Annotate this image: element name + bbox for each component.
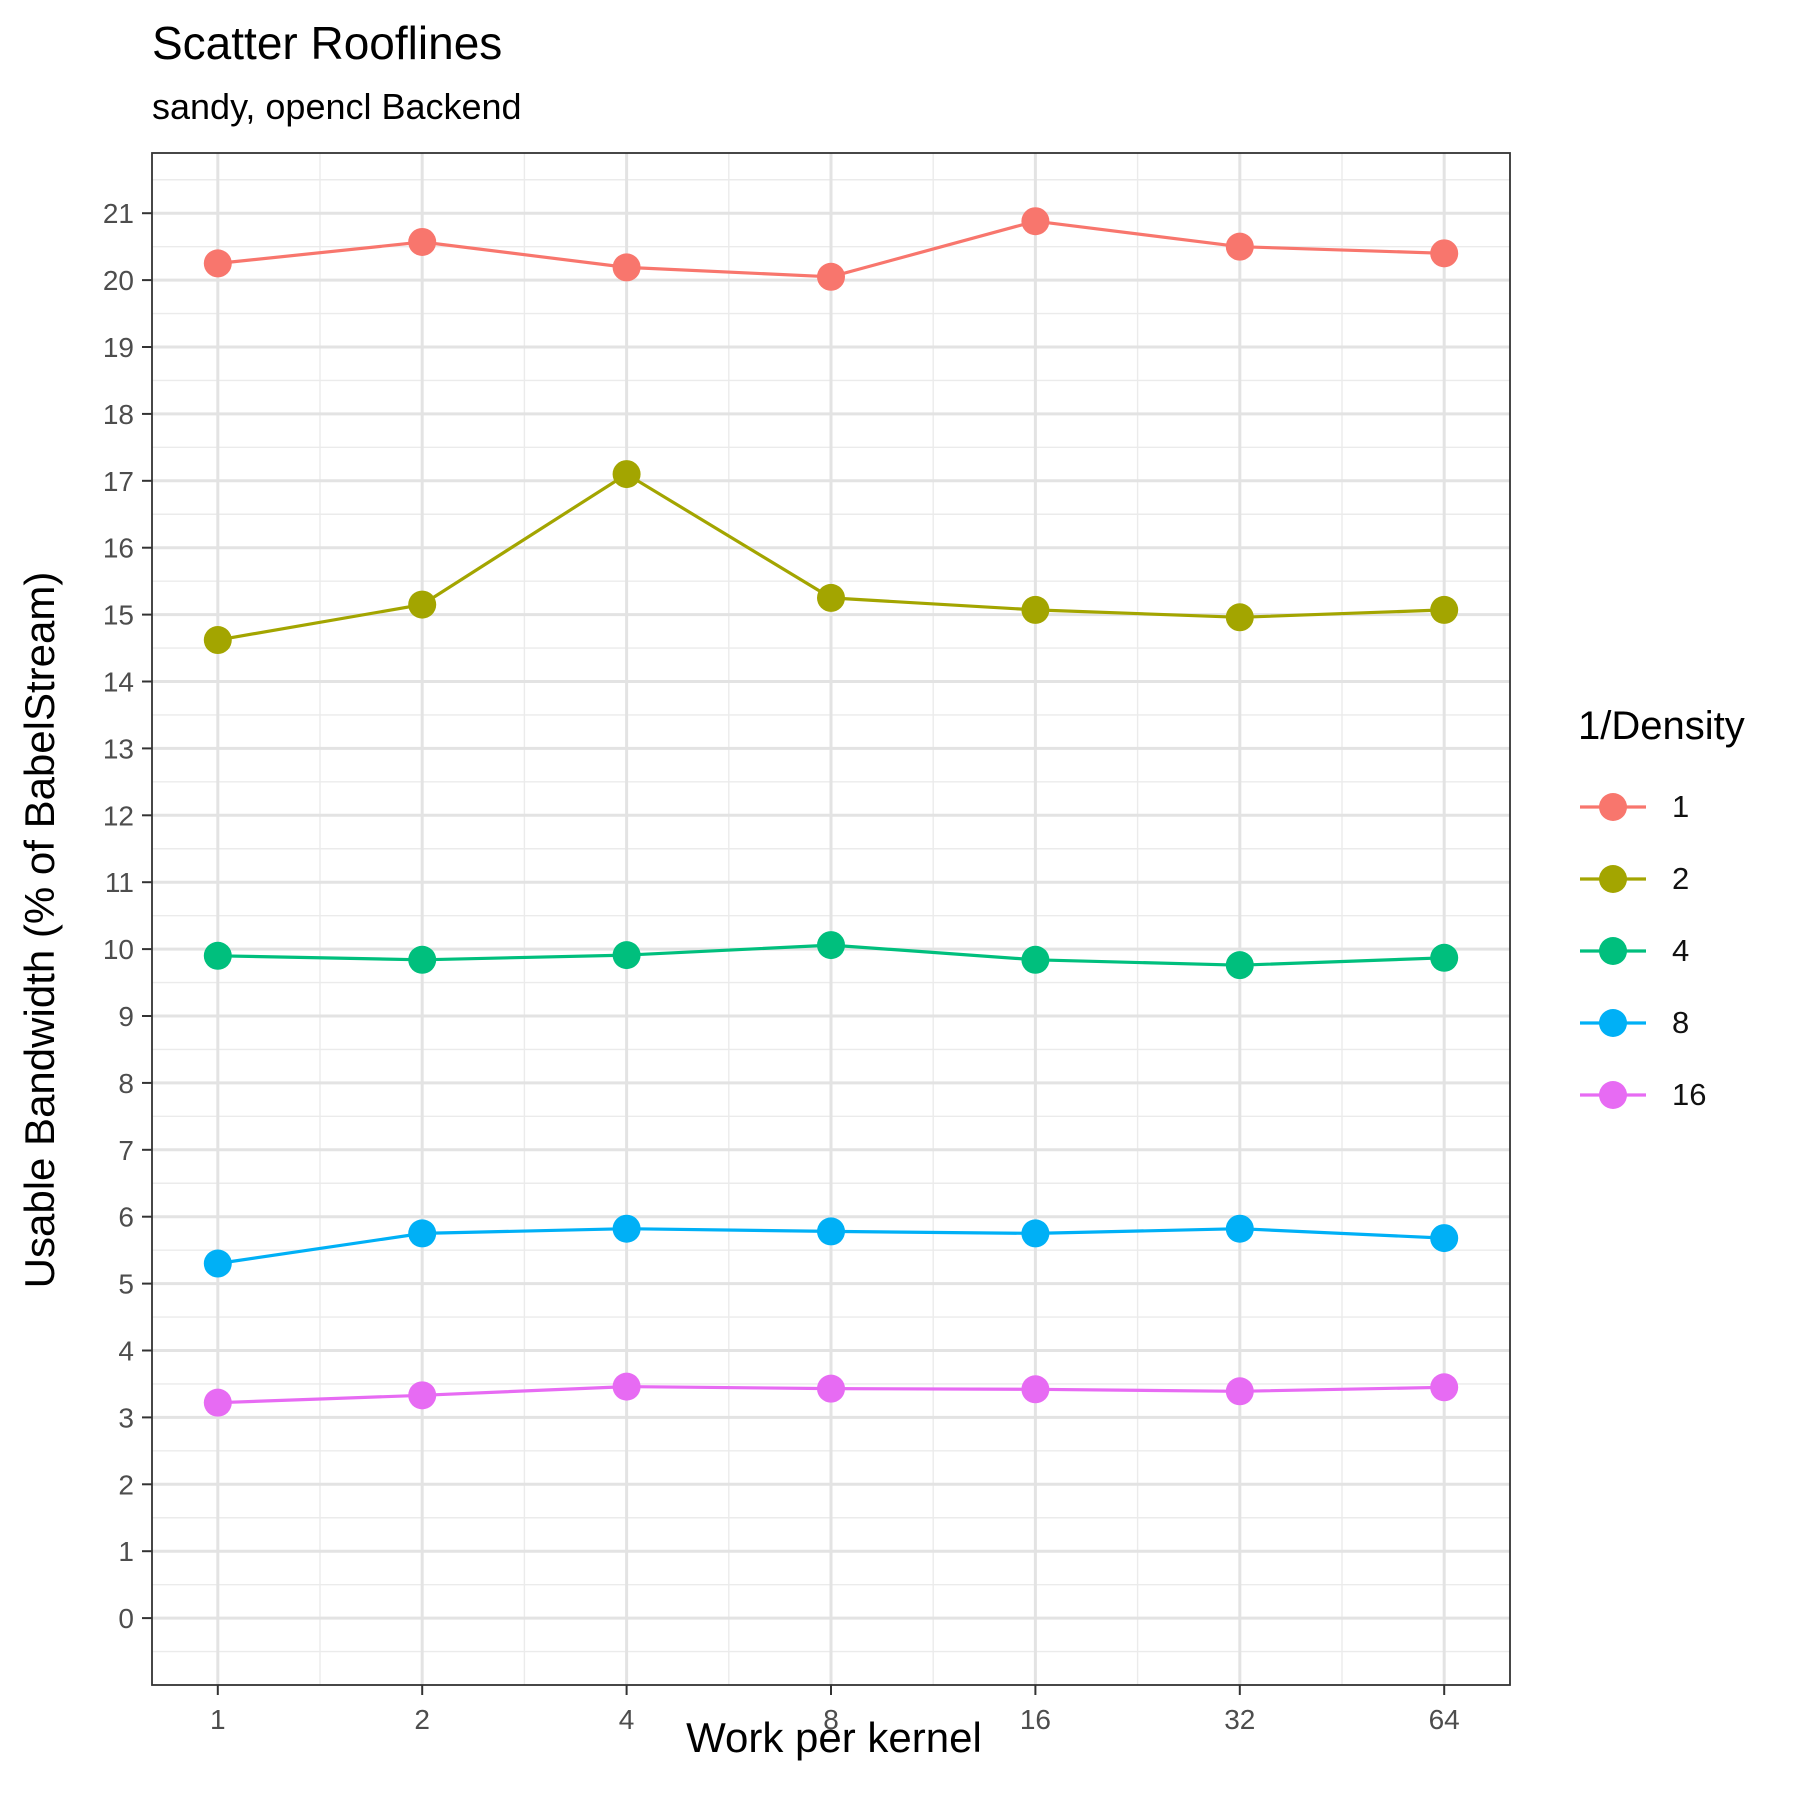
legend-item-4: 4 (1578, 915, 1778, 987)
data-point-4-2 (408, 945, 437, 974)
y-tick-label: 5 (118, 1269, 134, 1300)
chart-subtitle: sandy, opencl Backend (152, 86, 522, 127)
legend-item-16: 16 (1578, 1059, 1778, 1131)
data-point-2-32 (1225, 603, 1254, 632)
series-8 (203, 1214, 1459, 1278)
y-tick-label: 12 (103, 800, 134, 831)
x-tick-label: 64 (1429, 1704, 1460, 1735)
data-point-8-2 (408, 1219, 437, 1248)
data-point-4-1 (203, 941, 232, 970)
y-tick-label: 21 (103, 198, 134, 229)
series-layer (203, 207, 1459, 1417)
data-point-4-4 (612, 941, 641, 970)
data-point-1-2 (408, 227, 437, 256)
legend-title: 1/Density (1578, 704, 1745, 748)
data-point-2-16 (1021, 595, 1050, 624)
y-tick-label: 16 (103, 533, 134, 564)
y-tick-label: 8 (118, 1068, 134, 1099)
legend-label: 2 (1672, 861, 1690, 896)
series-2 (203, 460, 1459, 655)
y-tick-label: 9 (118, 1001, 134, 1032)
legend-key-1 (1580, 793, 1646, 821)
data-point-4-64 (1430, 943, 1459, 972)
data-point-1-64 (1430, 239, 1459, 268)
y-tick-label: 2 (118, 1469, 134, 1500)
series-16 (203, 1372, 1459, 1417)
data-point-1-8 (817, 262, 845, 291)
y-tick-label: 18 (103, 399, 134, 430)
x-tick-label: 2 (414, 1704, 430, 1735)
data-point-8-8 (817, 1217, 845, 1246)
data-point-4-16 (1021, 945, 1050, 974)
legend-label: 1 (1672, 789, 1690, 824)
legend-items: 1 2 4 8 16 (1578, 771, 1778, 1131)
legend-key-2 (1580, 865, 1646, 893)
y-tick-label: 10 (103, 934, 134, 965)
data-point-4-32 (1225, 951, 1254, 980)
x-tick-label: 1 (210, 1704, 226, 1735)
x-axis-title: Work per kernel (686, 1714, 982, 1761)
series-4 (203, 931, 1459, 980)
data-point-1-16 (1021, 207, 1050, 236)
chart-title: Scatter Rooflines (152, 17, 503, 69)
data-point-16-8 (817, 1374, 845, 1403)
major-gridlines (152, 153, 1510, 1685)
legend-item-1: 1 (1578, 771, 1778, 843)
y-tick-label: 7 (118, 1135, 134, 1166)
y-tick-label: 1 (118, 1536, 134, 1567)
y-tick-label: 17 (103, 466, 134, 497)
x-axis: 1 2 4 8 16 32 64 (210, 1685, 1460, 1735)
x-tick-label: 32 (1224, 1704, 1255, 1735)
data-point-16-1 (203, 1388, 232, 1417)
y-tick-label: 20 (103, 265, 134, 296)
y-tick-label: 11 (105, 867, 134, 898)
data-point-1-1 (203, 249, 232, 278)
data-point-16-32 (1225, 1377, 1254, 1406)
series-1 (203, 207, 1459, 291)
x-tick-label: 4 (619, 1704, 635, 1735)
data-point-2-8 (817, 583, 845, 612)
legend-label: 16 (1672, 1077, 1707, 1112)
data-point-16-64 (1430, 1373, 1459, 1402)
legend-item-8: 8 (1578, 987, 1778, 1059)
data-point-1-32 (1225, 232, 1254, 261)
x-tick-label: 16 (1020, 1704, 1051, 1735)
y-tick-label: 0 (118, 1603, 134, 1634)
x-tick-label: 8 (823, 1704, 839, 1735)
legend-label: 4 (1672, 933, 1690, 968)
data-point-4-8 (817, 931, 845, 960)
legend-label: 8 (1672, 1005, 1690, 1040)
data-point-8-64 (1430, 1224, 1459, 1253)
data-point-2-2 (408, 590, 437, 619)
legend-item-2: 2 (1578, 843, 1778, 915)
data-point-2-1 (203, 626, 232, 655)
data-point-2-64 (1430, 595, 1459, 624)
y-axis-title: Usable Bandwidth (% of BabelStream) (16, 571, 63, 1289)
data-point-16-16 (1021, 1375, 1050, 1404)
y-tick-label: 4 (118, 1336, 134, 1367)
y-tick-label: 19 (103, 332, 134, 363)
data-point-16-2 (408, 1381, 437, 1410)
y-tick-label: 13 (103, 733, 134, 764)
y-tick-label: 14 (103, 667, 134, 698)
data-point-1-4 (612, 253, 641, 282)
data-point-8-16 (1021, 1219, 1050, 1248)
data-point-8-4 (612, 1214, 641, 1243)
y-tick-label: 6 (118, 1202, 134, 1233)
data-point-16-4 (612, 1372, 641, 1401)
legend-key-16 (1580, 1081, 1646, 1109)
legend-key-4 (1580, 937, 1646, 965)
data-point-8-32 (1225, 1214, 1254, 1243)
data-point-2-4 (612, 460, 641, 489)
legend: 1/Density 1 2 4 8 16 (1578, 704, 1778, 1131)
data-point-8-1 (203, 1249, 232, 1278)
legend-key-8 (1580, 1009, 1646, 1037)
y-tick-label: 3 (118, 1402, 134, 1433)
y-tick-label: 15 (103, 600, 134, 631)
